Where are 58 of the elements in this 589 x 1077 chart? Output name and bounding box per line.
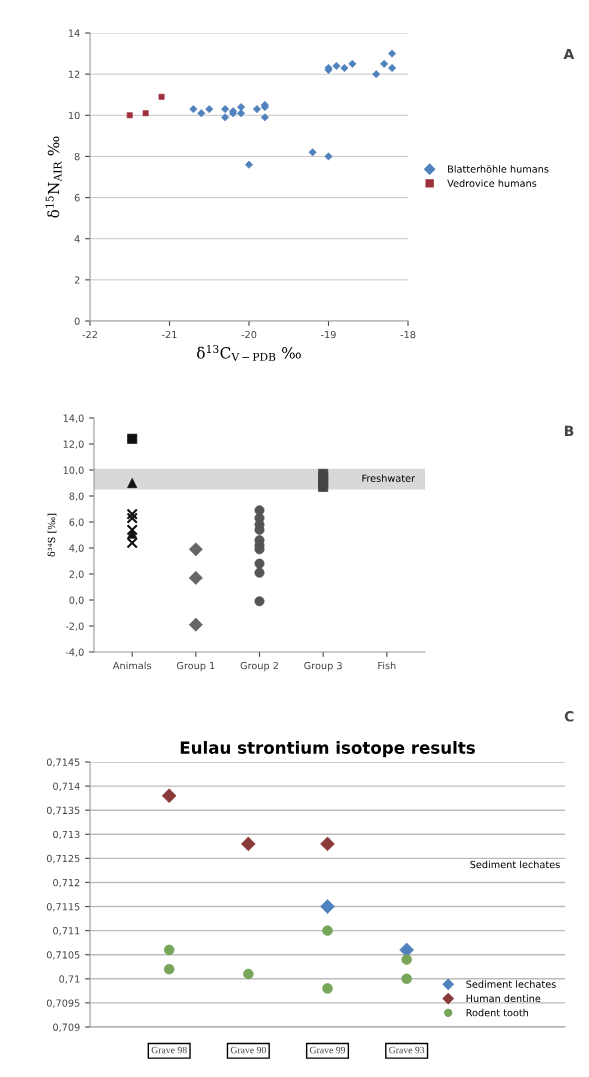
y-tick-label: 0,709 bbox=[53, 1023, 80, 1032]
band-label: Freshwater bbox=[362, 474, 416, 482]
x-tick-label: -21 bbox=[162, 330, 177, 339]
x-tick-label: Group 3 bbox=[304, 661, 342, 672]
y-tick-label: 8,0 bbox=[69, 492, 84, 501]
legend-label: Rodent tooth bbox=[466, 1008, 529, 1017]
x-tick-label: Grave 98 bbox=[151, 1046, 187, 1054]
legend-label: Blatterhöhle humans bbox=[448, 165, 549, 173]
x-tick-label: Grave 93 bbox=[389, 1046, 425, 1054]
y-tick-label: 0,7095 bbox=[46, 999, 80, 1008]
x-tick-label: Group 1 bbox=[176, 661, 215, 672]
y-tick-label: 14 bbox=[68, 29, 80, 37]
text: C bbox=[564, 711, 574, 722]
y-tick-label: 12,0 bbox=[63, 440, 84, 449]
y-tick-label: 0,712 bbox=[53, 878, 80, 888]
y-tick-label: -2,0 bbox=[65, 622, 84, 631]
y-tick-label: 12 bbox=[68, 70, 80, 78]
x-tick-label: Grave 99 bbox=[309, 1046, 346, 1054]
y-tick-label: 0,711 bbox=[53, 927, 80, 936]
y-tick-label: 0,7135 bbox=[46, 806, 80, 816]
y-tick-label: 0,7105 bbox=[46, 951, 80, 960]
y-tick-label: 0,0 bbox=[69, 596, 84, 605]
x-tick-label: Grave 90 bbox=[230, 1046, 266, 1054]
y-tick-label: 8 bbox=[74, 152, 80, 161]
y-tick-label: 2 bbox=[74, 276, 80, 284]
y-tick-label: 0,7115 bbox=[46, 903, 80, 912]
y-tick-label: 6,0 bbox=[69, 518, 84, 527]
legend-label: Human dentine bbox=[466, 994, 541, 1003]
y-tick-label: 4,0 bbox=[69, 544, 84, 553]
text: B bbox=[564, 425, 574, 436]
x-tick-label: -19 bbox=[321, 330, 336, 339]
y-tick-label: 0,714 bbox=[53, 782, 80, 791]
chart-title: Eulau strontium isotope results bbox=[180, 741, 475, 758]
y-tick-label: 10,0 bbox=[63, 466, 84, 475]
y-tick-label: 4 bbox=[74, 235, 80, 243]
y-tick-label: 0 bbox=[74, 317, 80, 325]
y-tick-label: 0,7145 bbox=[46, 758, 80, 767]
x-tick-label: Animals bbox=[112, 661, 152, 670]
y-tick-label: 0,7125 bbox=[46, 854, 80, 864]
legend-label: Vedrovice humans bbox=[447, 179, 537, 187]
x-tick-label: Group 2 bbox=[240, 661, 278, 672]
x-tick-label: -22 bbox=[82, 330, 97, 339]
y-tick-label: 10 bbox=[68, 111, 80, 120]
y-tick-label: -4,0 bbox=[65, 648, 84, 657]
y-tick-label: 0,71 bbox=[59, 975, 80, 984]
text: Sediment lechates bbox=[470, 860, 560, 869]
y-axis-title: δ$^{15}$N$_{AIR}$ ‰ bbox=[45, 136, 62, 218]
legend-label: Sediment lechates bbox=[466, 980, 556, 988]
y-tick-label: 14,0 bbox=[63, 414, 84, 423]
x-axis-title: δ$^{13}$C$_{V−PDB}$ ‰ bbox=[197, 344, 301, 361]
y-tick-label: 2,0 bbox=[69, 570, 84, 579]
y-tick-label: 6 bbox=[74, 194, 80, 202]
x-tick-label: Fish bbox=[378, 661, 396, 670]
y-axis-title: δ³⁴S [‰] bbox=[47, 513, 57, 557]
x-tick-label: -18 bbox=[400, 330, 416, 339]
x-tick-label: -20 bbox=[241, 330, 257, 339]
y-tick-label: 0,713 bbox=[53, 830, 80, 840]
text: A bbox=[563, 48, 575, 60]
